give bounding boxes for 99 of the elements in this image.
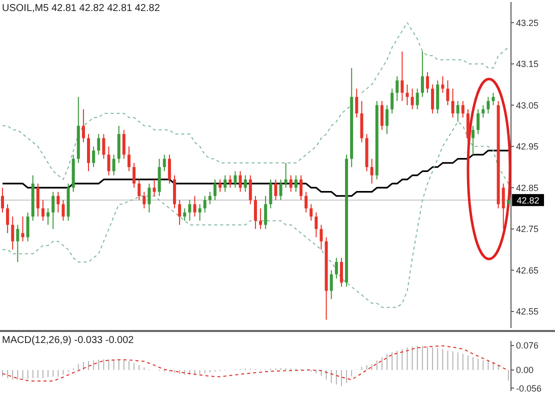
candlestick: [259, 208, 262, 230]
y-tick-label: 0.076: [516, 340, 539, 351]
candlestick: [218, 178, 222, 192]
candlestick: [334, 257, 338, 279]
candlestick: [420, 51, 424, 98]
candlestick: [127, 146, 130, 172]
candlestick: [52, 191, 55, 230]
candlestick: [138, 178, 141, 201]
candlestick: [26, 212, 30, 242]
candlestick: [122, 129, 126, 160]
candlestick: [482, 104, 485, 118]
line-series: [2, 345, 509, 382]
candlestick: [380, 100, 384, 130]
candlestick: [142, 191, 146, 209]
candlestick: [234, 170, 237, 188]
y-tick-label: 43.15: [516, 59, 539, 70]
line-series: [2, 121, 509, 308]
candlestick: [472, 125, 475, 156]
candlestick: [461, 100, 464, 118]
candlestick: [476, 108, 480, 135]
y-tick-label: 42.95: [516, 142, 539, 152]
candlestick: [370, 158, 374, 184]
candlestick: [193, 195, 196, 218]
candlestick: [446, 80, 450, 106]
candlestick: [148, 183, 151, 213]
y-tick-label: 42.65: [516, 265, 539, 276]
y-tick-label: 0.00: [516, 365, 534, 376]
candlestick: [224, 174, 227, 192]
candlestick: [390, 88, 394, 114]
candlestick: [244, 174, 247, 192]
candlestick: [300, 174, 303, 201]
candlestick: [264, 195, 268, 230]
candlestick: [456, 100, 460, 122]
candlestick: [416, 88, 419, 110]
candlestick: [355, 88, 358, 118]
candlestick: [400, 51, 404, 102]
candlestick: [320, 224, 323, 250]
candlestick: [310, 204, 313, 222]
candlestick: [426, 72, 429, 94]
candlestick: [386, 104, 389, 135]
candlestick: [97, 134, 100, 156]
candlestick: [284, 162, 288, 188]
candlestick: [132, 162, 136, 188]
candlestick: [152, 178, 156, 196]
candlestick: [451, 88, 454, 118]
candlestick: [183, 208, 186, 222]
candlestick: [254, 195, 257, 230]
candlestick: [82, 108, 85, 143]
candlestick: [431, 84, 434, 114]
candlestick: [198, 204, 202, 222]
y-tick-label: 43.25: [516, 18, 539, 28]
candlestick: [238, 170, 242, 192]
candlestick: [21, 216, 24, 242]
candlestick: [492, 92, 495, 106]
y-tick-label: 42.85: [516, 182, 539, 193]
candlestick: [396, 76, 399, 102]
candlestick: [62, 200, 65, 222]
chart-title: MACD(12,26,9) -0.033 -0.002: [2, 335, 134, 346]
candlestick: [330, 270, 333, 300]
candlestick: [279, 178, 282, 201]
candlestick: [56, 191, 60, 213]
candlestick: [107, 146, 110, 176]
candlestick: [208, 191, 212, 205]
y-tick-label: -0.056: [516, 383, 542, 394]
candlestick: [46, 208, 50, 226]
candlestick: [213, 178, 216, 201]
candlestick: [168, 154, 171, 184]
candlestick: [16, 224, 20, 262]
candlestick: [441, 76, 444, 94]
ref-line-label: 42.82: [516, 196, 540, 206]
candlestick: [340, 257, 343, 288]
candlestick: [162, 154, 166, 172]
candlestick: [102, 134, 106, 160]
candlestick: [248, 174, 252, 205]
candlestick: [112, 154, 116, 176]
y-tick-label: 42.75: [516, 224, 539, 234]
candlestick: [304, 191, 308, 213]
candlestick: [6, 204, 10, 234]
chart-title: USOIL,M5 42.81 42.82 42.81 42.82: [2, 3, 160, 14]
candlestick: [1, 187, 4, 213]
candlestick: [486, 96, 490, 114]
candlestick: [36, 183, 40, 218]
candlestick: [289, 174, 292, 192]
candlestick: [41, 200, 44, 222]
candlestick: [92, 146, 96, 168]
candlestick: [228, 174, 232, 188]
candlestick: [502, 183, 505, 230]
candlestick: [178, 200, 182, 226]
candlestick: [203, 195, 206, 213]
y-tick-label: 43.05: [516, 100, 539, 110]
candlestick: [11, 216, 14, 250]
candlestick: [274, 178, 278, 201]
candlestick: [314, 212, 318, 238]
y-tick-label: 42.55: [516, 306, 539, 317]
candlestick: [294, 174, 298, 192]
candlestick: [269, 178, 272, 209]
candlestick: [188, 200, 192, 222]
candlestick: [406, 84, 409, 106]
candlestick: [410, 88, 414, 110]
